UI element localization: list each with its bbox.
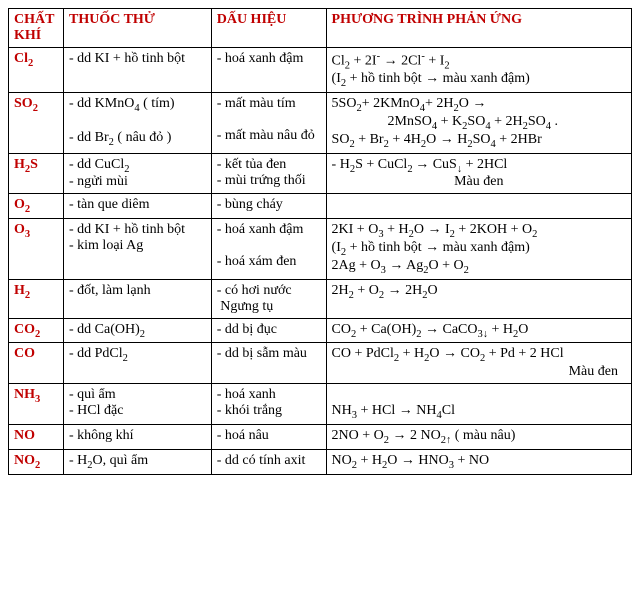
reagent-cell: - tàn que diêm	[63, 194, 211, 219]
sign-cell: - hoá xanh đậm- hoá xám đen	[211, 219, 326, 279]
gas-identification-table: CHẤT KHÍ THUỐC THỬ DẤU HIỆU PHƯƠNG TRÌNH…	[8, 8, 632, 475]
gas-cell: CO2	[9, 318, 64, 343]
reagent-cell: - quì ẩm- HCl đặc	[63, 384, 211, 425]
table-row: H2- đốt, làm lạnh- có hơi nước Ngưng tụ2…	[9, 279, 632, 318]
equation-cell: NO2 + H2O → HNO3 + NO	[326, 449, 631, 474]
equation-cell: - H2S + CuCl2 → CuS↓ + 2HClMàu đen	[326, 153, 631, 194]
header-reagent: THUỐC THỬ	[63, 9, 211, 48]
table-row: Cl2- dd KI + hồ tinh bột- hoá xanh đậmCl…	[9, 48, 632, 93]
reagent-cell: - dd PdCl2	[63, 343, 211, 384]
gas-cell: NH3	[9, 384, 64, 425]
gas-cell: SO2	[9, 93, 64, 153]
table-row: SO2- dd KMnO4 ( tím)- dd Br2 ( nâu đỏ )-…	[9, 93, 632, 153]
sign-cell: - dd bị đục	[211, 318, 326, 343]
reagent-cell: - dd CuCl2- ngửi mùi	[63, 153, 211, 194]
reagent-cell: - dd KI + hồ tinh bột	[63, 48, 211, 93]
sign-cell: - hoá nâu	[211, 425, 326, 450]
sign-cell: - bùng cháy	[211, 194, 326, 219]
reagent-cell: - không khí	[63, 425, 211, 450]
equation-cell: NH3 + HCl → NH4Cl	[326, 384, 631, 425]
equation-cell: 2KI + O3 + H2O → I2 + 2KOH + O2(I2 + hồ …	[326, 219, 631, 279]
reagent-cell: - dd KI + hồ tinh bột- kim loại Ag	[63, 219, 211, 279]
equation-cell: 2H2 + O2 → 2H2O	[326, 279, 631, 318]
header-sign: DẤU HIỆU	[211, 9, 326, 48]
equation-cell: CO2 + Ca(OH)2 → CaCO3↓ + H2O	[326, 318, 631, 343]
table-row: NO2- H2O, quì ẩm- dd có tính axitNO2 + H…	[9, 449, 632, 474]
table-row: CO2- dd Ca(OH)2- dd bị đụcCO2 + Ca(OH)2 …	[9, 318, 632, 343]
table-row: NO- không khí- hoá nâu2NO + O2 → 2 NO2↑ …	[9, 425, 632, 450]
reagent-cell: - dd KMnO4 ( tím)- dd Br2 ( nâu đỏ )	[63, 93, 211, 153]
table-row: H2S- dd CuCl2- ngửi mùi- kết tủa đen- mù…	[9, 153, 632, 194]
gas-cell: CO	[9, 343, 64, 384]
equation-cell	[326, 194, 631, 219]
reagent-cell: - dd Ca(OH)2	[63, 318, 211, 343]
table-row: O3- dd KI + hồ tinh bột- kim loại Ag- ho…	[9, 219, 632, 279]
sign-cell: - kết tủa đen- mùi trứng thối	[211, 153, 326, 194]
equation-cell: Cl2 + 2I- → 2Cl- + I2(I2 + hồ tinh bột →…	[326, 48, 631, 93]
table-body: Cl2- dd KI + hồ tinh bột- hoá xanh đậmCl…	[9, 48, 632, 475]
gas-cell: NO2	[9, 449, 64, 474]
header-gas: CHẤT KHÍ	[9, 9, 64, 48]
sign-cell: - hoá xanh đậm	[211, 48, 326, 93]
gas-cell: O3	[9, 219, 64, 279]
sign-cell: - dd có tính axit	[211, 449, 326, 474]
header-equation: PHƯƠNG TRÌNH PHẢN ỨNG	[326, 9, 631, 48]
sign-cell: - dd bị sẫm màu	[211, 343, 326, 384]
equation-cell: CO + PdCl2 + H2O → CO2 + Pd + 2 HClMàu đ…	[326, 343, 631, 384]
gas-cell: Cl2	[9, 48, 64, 93]
sign-cell: - có hơi nước Ngưng tụ	[211, 279, 326, 318]
table-row: CO- dd PdCl2- dd bị sẫm màuCO + PdCl2 + …	[9, 343, 632, 384]
gas-cell: H2S	[9, 153, 64, 194]
gas-cell: O2	[9, 194, 64, 219]
table-row: NH3- quì ẩm- HCl đặc- hoá xanh- khói trắ…	[9, 384, 632, 425]
reagent-cell: - H2O, quì ẩm	[63, 449, 211, 474]
equation-cell: 2NO + O2 → 2 NO2↑ ( màu nâu)	[326, 425, 631, 450]
table-row: O2- tàn que diêm- bùng cháy	[9, 194, 632, 219]
sign-cell: - mất màu tím- mất màu nâu đỏ	[211, 93, 326, 153]
sign-cell: - hoá xanh- khói trắng	[211, 384, 326, 425]
reagent-cell: - đốt, làm lạnh	[63, 279, 211, 318]
table-header: CHẤT KHÍ THUỐC THỬ DẤU HIỆU PHƯƠNG TRÌNH…	[9, 9, 632, 48]
gas-cell: H2	[9, 279, 64, 318]
gas-cell: NO	[9, 425, 64, 450]
equation-cell: 5SO2+ 2KMnO4+ 2H2O →2MnSO4 + K2SO4 + 2H2…	[326, 93, 631, 153]
